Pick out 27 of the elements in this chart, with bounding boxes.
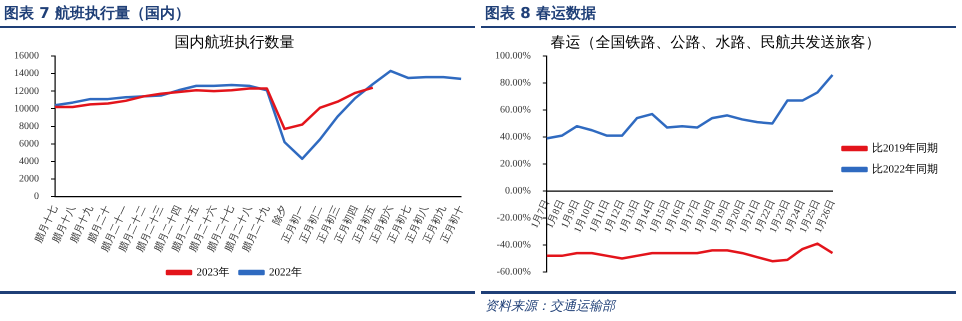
chart-subtitle: 国内航班执行数量 <box>174 34 294 51</box>
chart-title: 图表 8 春运数据 <box>481 0 956 28</box>
text: 资料来源：交通运输部 <box>481 291 956 318</box>
legend-label: 2022年 <box>269 266 302 278</box>
y-tick-label: 12000 <box>14 86 39 97</box>
y-tick-label: 20.00% <box>500 158 531 170</box>
y-tick-label: 16000 <box>14 50 39 62</box>
y-tick-label: 6000 <box>19 138 39 150</box>
chart-subtitle: 春运（全国铁路、公路、水路、民航共发送旅客） <box>550 34 880 51</box>
y-tick-label: -60.00% <box>496 266 531 278</box>
y-tick-label: 14000 <box>14 68 39 80</box>
y-tick-label: 100.00% <box>494 50 531 62</box>
legend-label: 2023年 <box>196 266 230 278</box>
legend-label: 比2022年同期 <box>872 162 938 176</box>
chart-title: 图表 7 航班执行量（国内） <box>0 0 475 28</box>
y-tick-label: -20.00% <box>496 212 531 224</box>
y-tick-label: 10000 <box>14 103 39 114</box>
y-tick-label: -40.00% <box>496 240 531 251</box>
y-tick-label: 2000 <box>19 174 39 185</box>
y-tick-label: 0 <box>34 191 39 202</box>
y-tick-label: 4000 <box>19 156 39 168</box>
y-tick-label: 8000 <box>19 120 39 132</box>
y-tick-label: 0.00% <box>504 186 531 197</box>
y-tick-label: 40.00% <box>500 132 531 143</box>
y-tick-label: 60.00% <box>500 104 531 116</box>
legend-label: 比2019年同期 <box>872 141 938 154</box>
y-tick-label: 80.00% <box>500 78 531 89</box>
